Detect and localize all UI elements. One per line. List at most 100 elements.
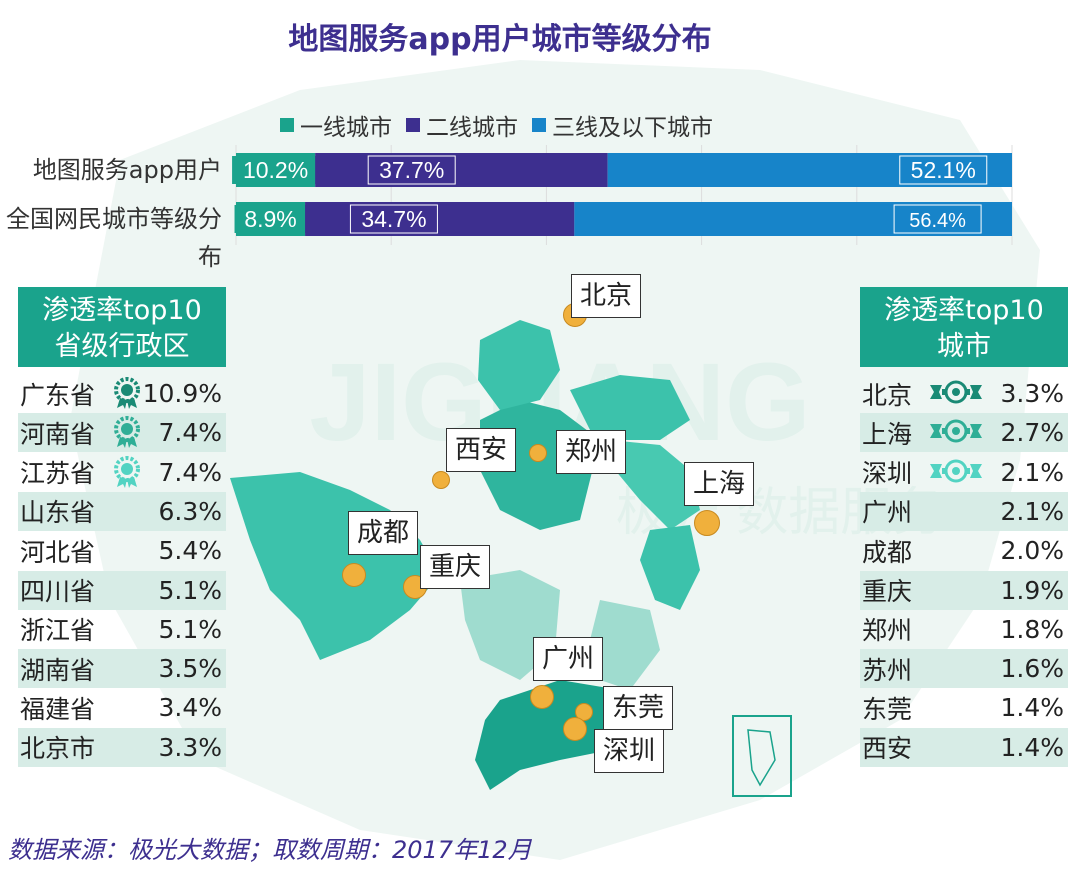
province-value: 3.3%: [158, 732, 222, 762]
ribbon-badge-icon-wrap: [928, 379, 984, 413]
legend-label: 三线及以下城市: [552, 115, 713, 141]
city-row: 上海 2.7%: [860, 413, 1068, 453]
provinces-title-line1: 渗透率top10: [42, 295, 202, 326]
city-value: 1.6%: [1000, 654, 1064, 684]
city-name: 成都: [862, 537, 913, 567]
province-zhejiang: [640, 525, 700, 610]
city-value: 1.4%: [1000, 732, 1064, 762]
south-china-sea-inset: [732, 715, 792, 797]
city-row: 郑州 1.8%: [860, 610, 1068, 649]
map-label-guangzhou: 广州: [533, 637, 604, 681]
province-name: 湖南省: [20, 655, 96, 685]
province-value: 3.5%: [158, 654, 222, 684]
city-value: 1.9%: [1000, 575, 1064, 605]
legend-item-tier1: 一线城市: [280, 108, 392, 142]
map-label-shanghai: 上海: [684, 462, 755, 506]
city-name: 深圳: [862, 459, 913, 489]
city-value: 2.1%: [1000, 457, 1064, 487]
city-value: 3.3%: [1000, 379, 1064, 408]
province-row: 浙江省 5.1%: [18, 610, 226, 649]
bar-data-label-text: 56.4%: [909, 210, 966, 232]
rosette-icon-wrap: [110, 415, 144, 455]
province-name: 山东省: [20, 498, 96, 528]
city-value: 1.4%: [1000, 693, 1064, 723]
rosette-icon: [114, 377, 140, 409]
map-label-xian: 西安: [446, 428, 517, 472]
rosette-icon-wrap: [110, 376, 144, 416]
city-row: 苏州 1.6%: [860, 649, 1068, 689]
city-row: 东莞 1.4%: [860, 688, 1068, 727]
provinces-panel-title: 渗透率top10 省级行政区: [18, 287, 226, 367]
page-title: 地图服务app用户城市等级分布: [288, 22, 712, 57]
province-hebei: [478, 320, 560, 410]
city-name: 上海: [862, 419, 913, 449]
city-name: 北京: [862, 380, 913, 410]
bar-data-label-text: 34.7%: [361, 206, 426, 232]
province-value: 5.1%: [158, 575, 222, 605]
city-row: 西安 1.4%: [860, 727, 1068, 767]
legend-swatch: [406, 118, 420, 132]
map-label-chengdu: 成都: [348, 511, 419, 555]
stacked-bar-chart: 10.2% 37.7% 52.1% 8.9% 34.7% 56.4%: [232, 145, 1013, 245]
province-row: 福建省 3.4%: [18, 688, 226, 727]
legend-item-tier3: 三线及以下城市: [532, 108, 713, 142]
province-row: 四川省 5.1%: [18, 570, 226, 610]
china-map: [230, 320, 792, 797]
map-label-dongguan: 东莞: [603, 686, 674, 730]
city-dot-guangzhou: [530, 685, 554, 709]
cities-title-line1: 渗透率top10: [884, 295, 1044, 326]
province-name: 江苏省: [20, 459, 96, 489]
bar-data-label-text: 8.9%: [244, 206, 296, 232]
province-name: 北京市: [20, 734, 96, 764]
city-name: 郑州: [862, 616, 913, 646]
city-dot-shanghai: [694, 510, 720, 536]
ribbon-badge-icon-wrap: [928, 418, 984, 452]
legend-item-tier2: 二线城市: [406, 108, 518, 142]
province-name: 福建省: [20, 694, 96, 724]
city-name: 苏州: [862, 655, 913, 685]
legend-label: 二线城市: [426, 115, 518, 141]
data-source-note: 数据来源：极光大数据；取数周期：2017年12月: [8, 836, 532, 864]
province-name: 广东省: [20, 380, 96, 410]
province-row: 北京市 3.3%: [18, 727, 226, 767]
province-sichuan: [230, 472, 440, 660]
province-guangdong: [475, 680, 640, 790]
legend-swatch: [280, 118, 294, 132]
city-row: 广州 2.1%: [860, 491, 1068, 531]
bar-data-label-text: 52.1%: [911, 157, 976, 183]
bar-data-label-text: 10.2%: [243, 157, 308, 183]
bar-data-label: 10.2%: [232, 156, 320, 184]
city-name: 重庆: [862, 577, 913, 606]
category-label-app-users: 地图服务app用户: [32, 156, 222, 184]
rosette-icon: [114, 416, 140, 449]
legend-swatch: [532, 118, 546, 132]
province-value: 10.9%: [142, 379, 222, 408]
province-shandong: [570, 375, 690, 440]
city-dot-chengdu: [342, 563, 366, 587]
provinces-title-line2: 省级行政区: [54, 331, 190, 362]
bar-segment-2-1: [315, 153, 608, 187]
category-label-national: 全国网民城市等级分布: [6, 205, 222, 271]
province-row: 广东省 10.9%: [18, 374, 226, 413]
city-value: 2.0%: [1000, 536, 1064, 566]
bar-data-label: 37.7%: [367, 155, 456, 185]
bar-data-label-text: 37.7%: [379, 157, 444, 183]
legend: 一线城市 二线城市 三线及以下城市: [280, 108, 713, 142]
legend-label: 一线城市: [300, 115, 392, 141]
rosette-icon-wrap: [110, 455, 144, 495]
ribbon-badge-icon: [930, 459, 982, 483]
province-row: 山东省 6.3%: [18, 491, 226, 531]
city-value: 1.8%: [1000, 614, 1064, 644]
province-name: 四川省: [20, 577, 96, 606]
city-name: 广州: [862, 498, 913, 528]
city-value: 2.7%: [1000, 418, 1064, 448]
map-label-shenzhen: 深圳: [594, 729, 665, 773]
ribbon-badge-icon: [930, 419, 982, 443]
bar-data-label: 56.4%: [893, 204, 982, 234]
city-row: 深圳 2.1%: [860, 453, 1068, 492]
city-dot-shenzhen: [563, 717, 587, 741]
city-dot-zhengzhou: [529, 444, 547, 462]
city-dot-xian: [432, 471, 450, 489]
province-row: 湖南省 3.5%: [18, 649, 226, 689]
map-label-beijing: 北京: [571, 274, 642, 318]
